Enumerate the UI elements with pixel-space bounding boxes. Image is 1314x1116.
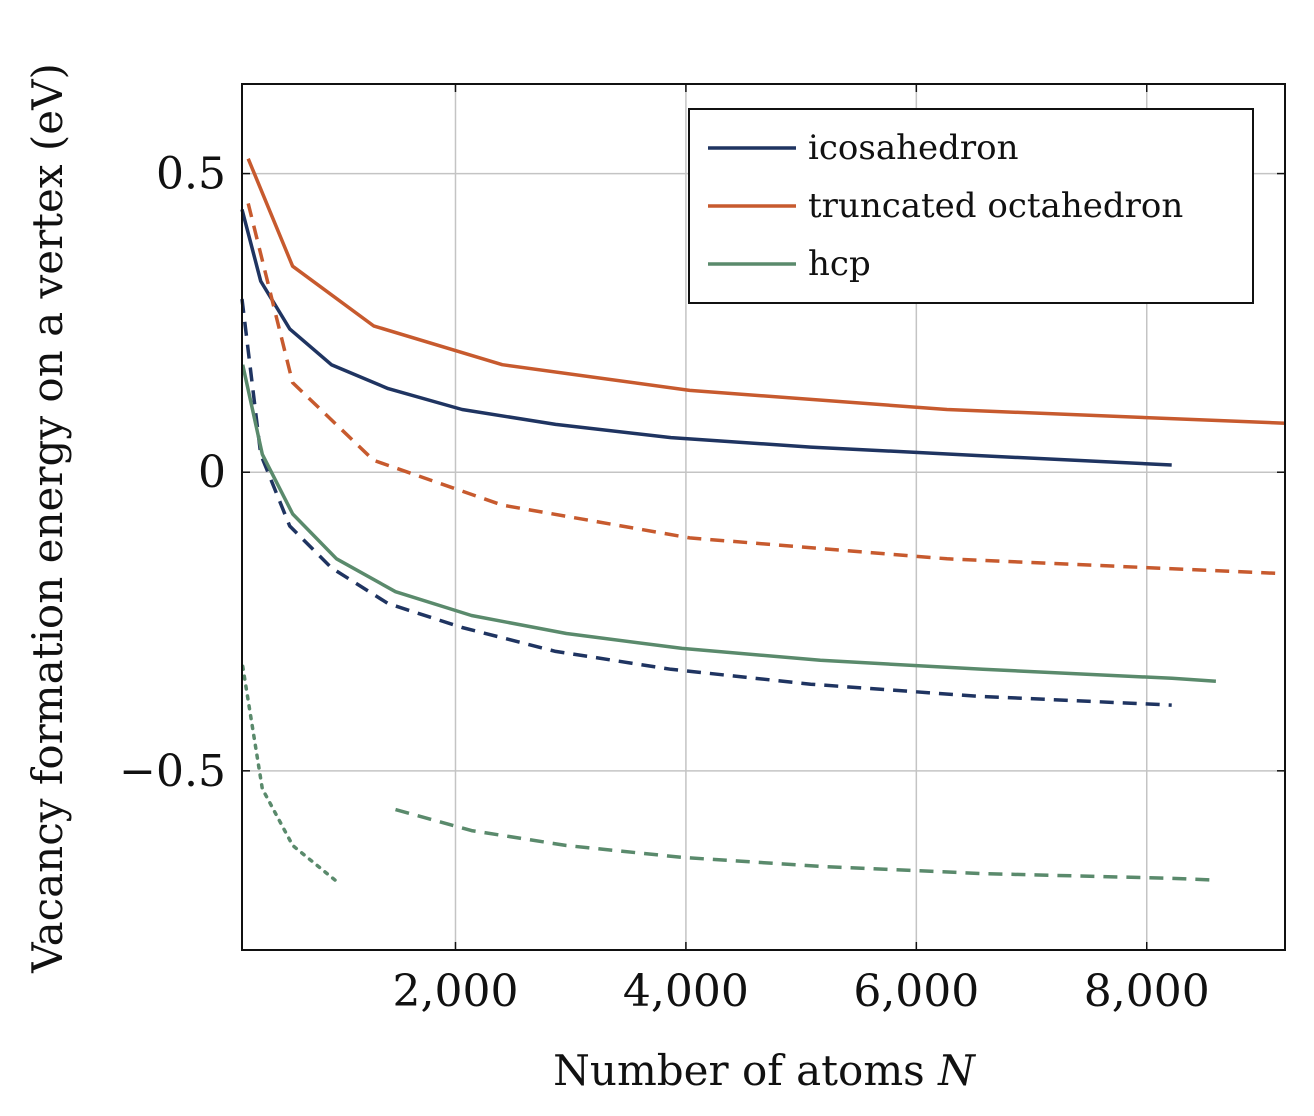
x-tick-label: 4,000 bbox=[623, 966, 749, 1017]
series-line-truncated-octahedron bbox=[246, 158, 1286, 425]
legend-label: hcp bbox=[808, 244, 871, 284]
series-line-hcp-dashed bbox=[395, 807, 1216, 882]
series-line-truncated-octahedron-dashed bbox=[246, 202, 1286, 576]
ticks: 2,000 4,000 6,000 8,000 0.5 0 −0.5 bbox=[119, 84, 1285, 1017]
series-group bbox=[240, 158, 1286, 884]
y-tick-label: −0.5 bbox=[119, 746, 226, 797]
y-tick-label: 0.5 bbox=[156, 149, 226, 200]
x-tick-label: 2,000 bbox=[393, 966, 519, 1017]
legend: icosahedron truncated octahedron hcp bbox=[688, 108, 1254, 304]
plot-frame bbox=[241, 83, 1286, 951]
x-axis-title-text: Number of atoms bbox=[553, 1046, 925, 1095]
series-line-hcp-dotted bbox=[240, 664, 339, 884]
x-tick-label: 6,000 bbox=[853, 966, 979, 1017]
series-line-icosahedron-dashed bbox=[240, 298, 1172, 707]
x-axis-title: Number of atoms N bbox=[553, 1046, 976, 1095]
legend-label: truncated octahedron bbox=[808, 186, 1183, 226]
series-line-icosahedron bbox=[240, 208, 1172, 467]
legend-label: icosahedron bbox=[808, 128, 1019, 168]
x-tick-label: 8,000 bbox=[1084, 966, 1210, 1017]
y-tick-label: 0 bbox=[198, 447, 226, 498]
x-axis-title-symbol: N bbox=[937, 1046, 976, 1095]
y-axis-title: Vacancy formation energy on a vertex (eV… bbox=[23, 63, 72, 974]
series-line-hcp bbox=[240, 364, 1217, 683]
